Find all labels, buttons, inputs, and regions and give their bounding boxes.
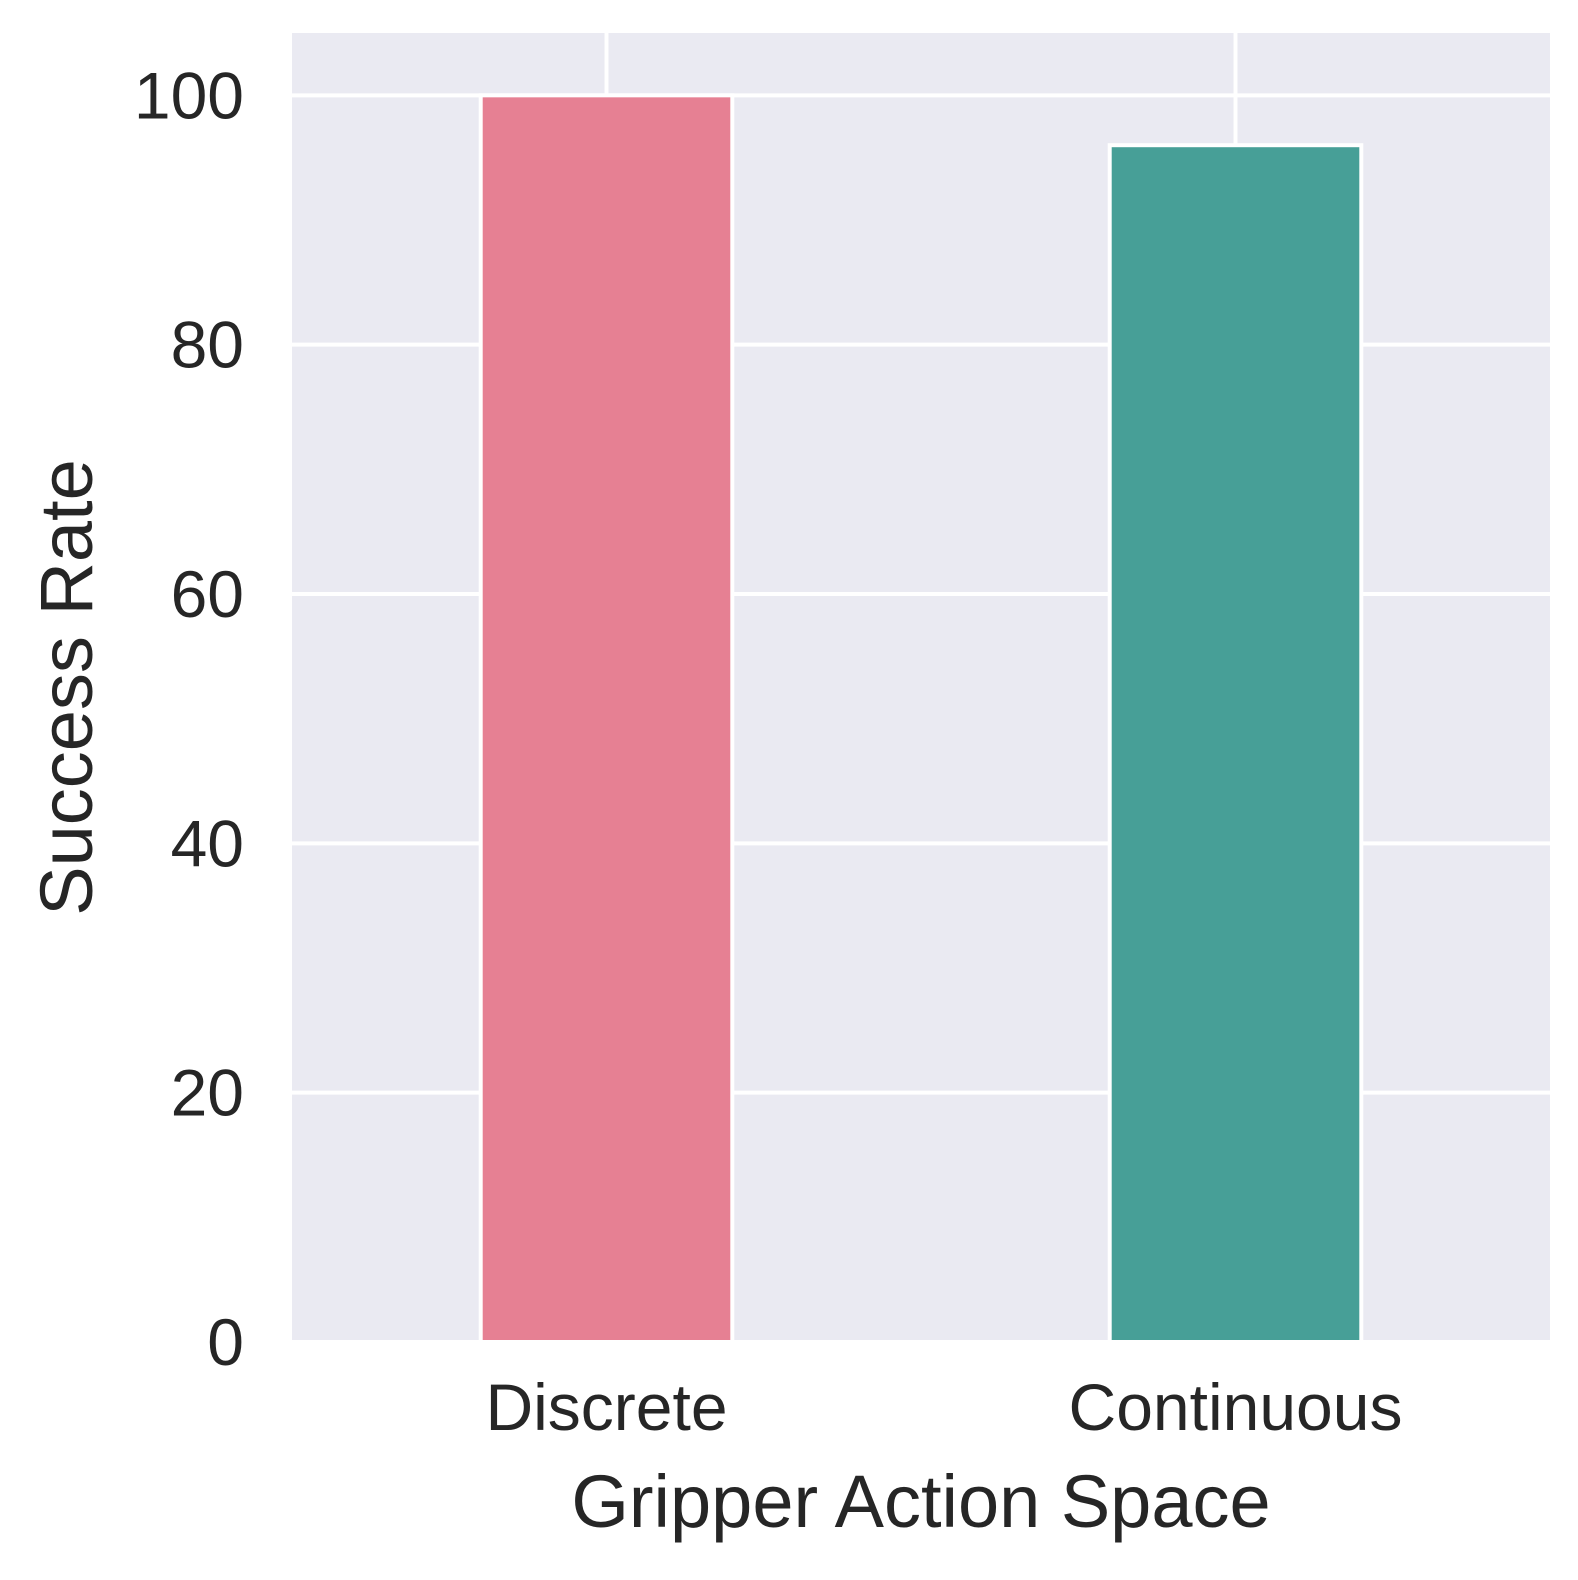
y-tick-labels: 0 20 40 60 80 100 bbox=[134, 58, 244, 1379]
y-tick-label: 40 bbox=[171, 806, 244, 880]
y-tick-label: 0 bbox=[207, 1305, 244, 1379]
y-axis-label: Success Rate bbox=[25, 459, 108, 916]
y-tick-label: 60 bbox=[171, 557, 244, 631]
y-tick-label: 100 bbox=[134, 58, 244, 132]
x-tick-label: Discrete bbox=[485, 1370, 727, 1444]
y-tick-label: 80 bbox=[171, 308, 244, 382]
bar-discrete bbox=[478, 93, 735, 1344]
x-tick-labels: Discrete Continuous bbox=[485, 1370, 1402, 1444]
y-tick-label: 20 bbox=[171, 1056, 244, 1130]
bars bbox=[478, 93, 1364, 1345]
x-tick-label: Continuous bbox=[1069, 1370, 1403, 1444]
x-axis-label: Gripper Action Space bbox=[571, 1460, 1270, 1543]
bar-continuous bbox=[1107, 143, 1364, 1345]
